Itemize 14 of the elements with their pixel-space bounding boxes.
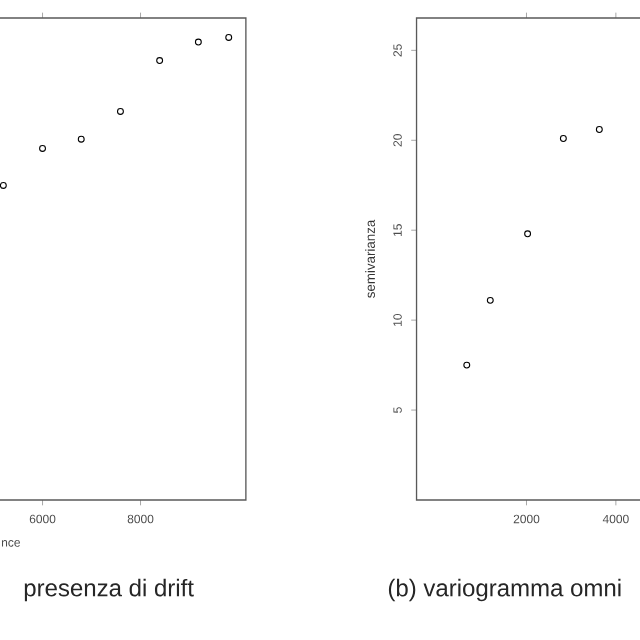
point: [77, 135, 85, 143]
point: [559, 135, 567, 142]
point: [524, 230, 532, 238]
point: [486, 296, 494, 304]
point: [194, 38, 202, 46]
point: [0, 181, 7, 189]
point: [225, 33, 233, 41]
point: [156, 57, 164, 65]
point: [39, 144, 46, 152]
text: presenza di drift: [24, 578, 194, 602]
point: [463, 361, 471, 369]
point: [595, 126, 603, 133]
text: (b) variogramma omni: [388, 578, 621, 602]
point: [116, 107, 124, 115]
